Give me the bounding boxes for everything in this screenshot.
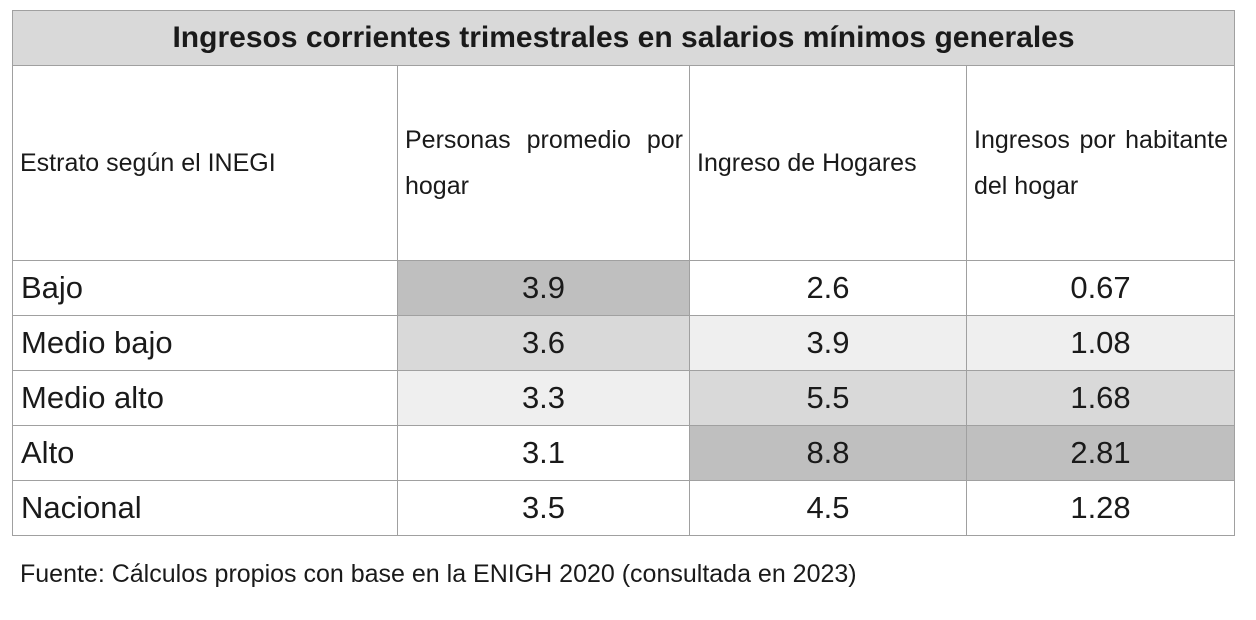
header-cell: Estrato según el INEGI (12, 65, 398, 261)
cell: 0.67 (965, 260, 1236, 316)
cell: 3.6 (397, 315, 690, 371)
cell: 3.9 (689, 315, 967, 371)
cell: 4.5 (689, 480, 967, 536)
header-text: Estrato según el INEGI (20, 149, 276, 177)
row-label: Bajo (12, 260, 398, 316)
row-label: Nacional (12, 480, 398, 536)
cell: 5.5 (689, 370, 967, 426)
header-text: Ingresos por habitante del hogar (974, 126, 1229, 200)
cell: 1.28 (965, 480, 1236, 536)
cell: 1.08 (965, 315, 1236, 371)
row-label: Medio alto (12, 370, 398, 426)
cell: 8.8 (689, 425, 967, 481)
data-table: Ingresos corrientes trimestrales en sala… (11, 10, 1236, 536)
header-text: Ingreso de Hogares (697, 149, 917, 177)
header-cell: Ingresos por habitante del hogar (965, 65, 1236, 261)
cell: 2.81 (965, 425, 1236, 481)
table-title: Ingresos corrientes trimestrales en sala… (11, 10, 1236, 66)
row-label: Medio bajo (12, 315, 398, 371)
cell: 3.9 (397, 260, 690, 316)
header-cell: Ingreso de Hogares (689, 65, 967, 261)
cell: 3.5 (397, 480, 690, 536)
header-cell: Personas promedio por hogar (397, 65, 690, 261)
footnote: Fuente: Cálculos propios con base en la … (20, 560, 857, 588)
cell: 2.6 (689, 260, 967, 316)
cell: 3.3 (397, 370, 690, 426)
cell: 1.68 (965, 370, 1236, 426)
row-label: Alto (12, 425, 398, 481)
cell: 3.1 (397, 425, 690, 481)
header-text: Personas promedio por hogar (405, 126, 683, 200)
